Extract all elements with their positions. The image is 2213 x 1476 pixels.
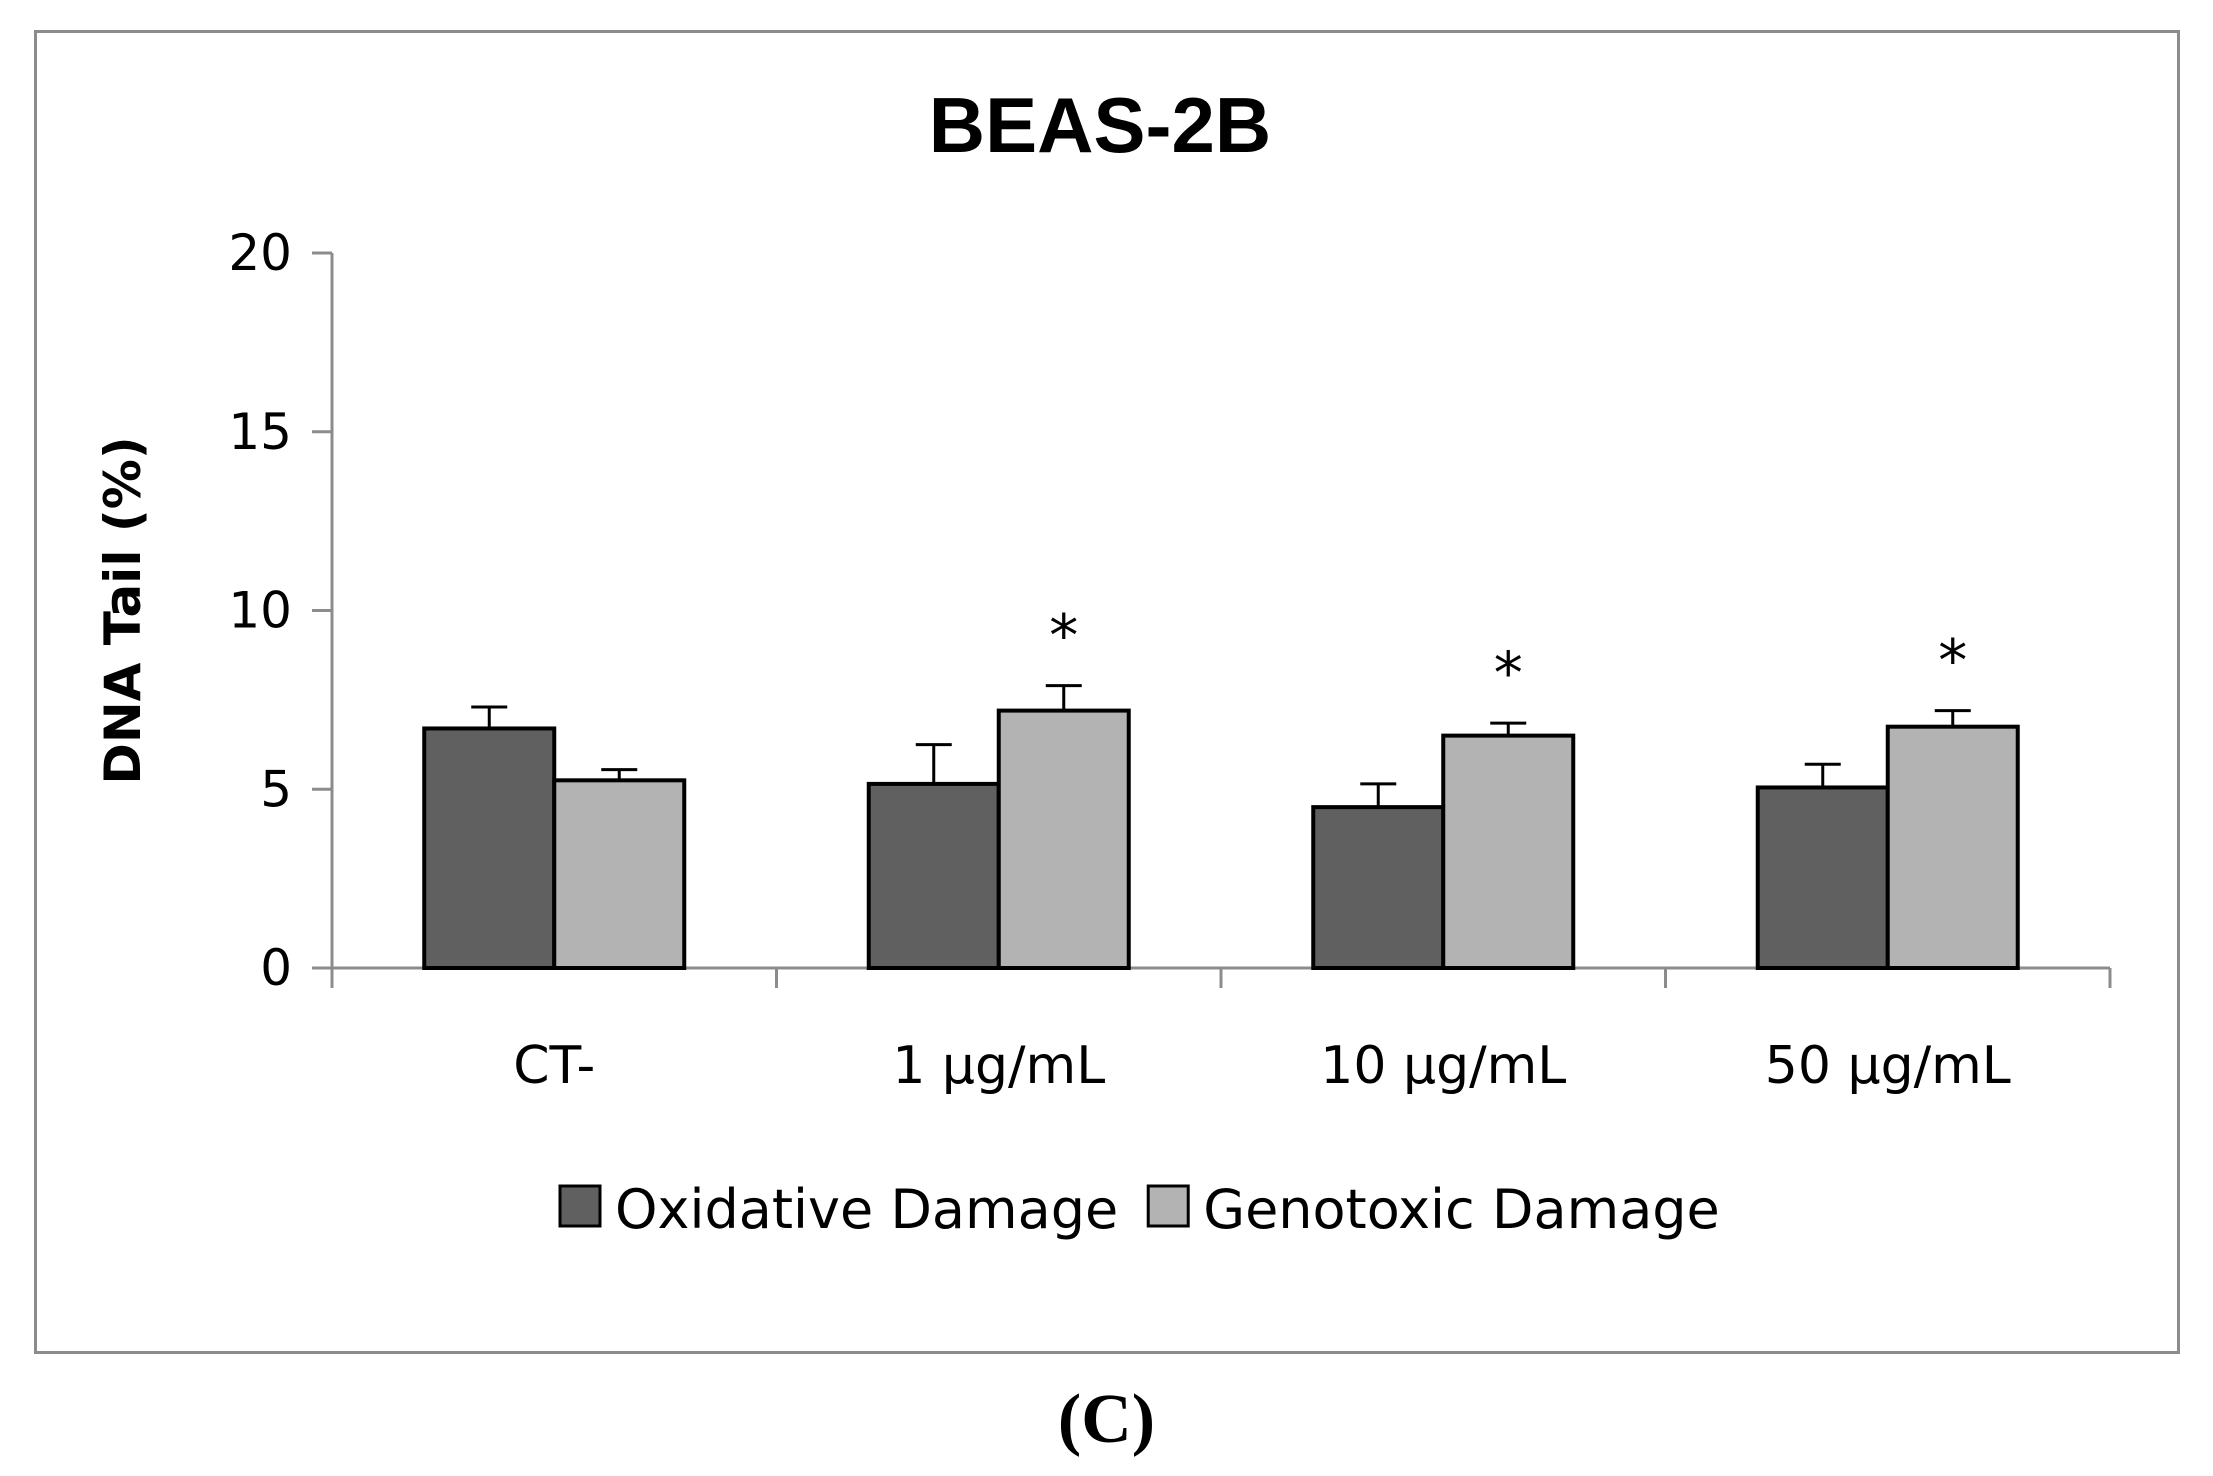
x-category-label: CT- <box>513 1036 595 1096</box>
bar-oxidative-0 <box>422 726 557 970</box>
significance-marker: * <box>1494 639 1523 707</box>
bar-genotoxic-3 <box>1885 724 2020 970</box>
legend-swatch-oxidative <box>558 1184 602 1228</box>
legend-label-oxidative: Oxidative Damage <box>615 1178 1118 1241</box>
bar-oxidative-1 <box>866 781 1001 971</box>
bar-genotoxic-1 <box>996 708 1131 970</box>
x-category-label: 1 µg/mL <box>892 1036 1105 1096</box>
legend-label-genotoxic: Genotoxic Damage <box>1203 1178 1720 1241</box>
bar-oxidative-3 <box>1755 785 1890 971</box>
bar-genotoxic-2 <box>1441 733 1576 970</box>
y-tick-label: 15 <box>228 403 292 461</box>
x-category-label: 10 µg/mL <box>1320 1036 1566 1096</box>
y-tick-label: 20 <box>228 224 292 282</box>
chart-title: BEAS-2B <box>929 81 1271 169</box>
panel-label: (C) <box>1057 1381 1156 1458</box>
y-tick-label: 10 <box>228 582 292 640</box>
legend-swatch-genotoxic <box>1146 1184 1190 1228</box>
significance-marker: * <box>1049 602 1078 670</box>
x-category-label: 50 µg/mL <box>1765 1036 2011 1096</box>
bar-genotoxic-0 <box>552 778 687 970</box>
bar-oxidative-2 <box>1311 805 1446 970</box>
y-tick-label: 5 <box>260 760 292 818</box>
y-tick-label: 0 <box>260 939 292 997</box>
significance-marker: * <box>1938 627 1967 695</box>
y-axis-label: DNA Tail (%) <box>94 436 152 784</box>
chart-frame <box>34 30 2180 1354</box>
